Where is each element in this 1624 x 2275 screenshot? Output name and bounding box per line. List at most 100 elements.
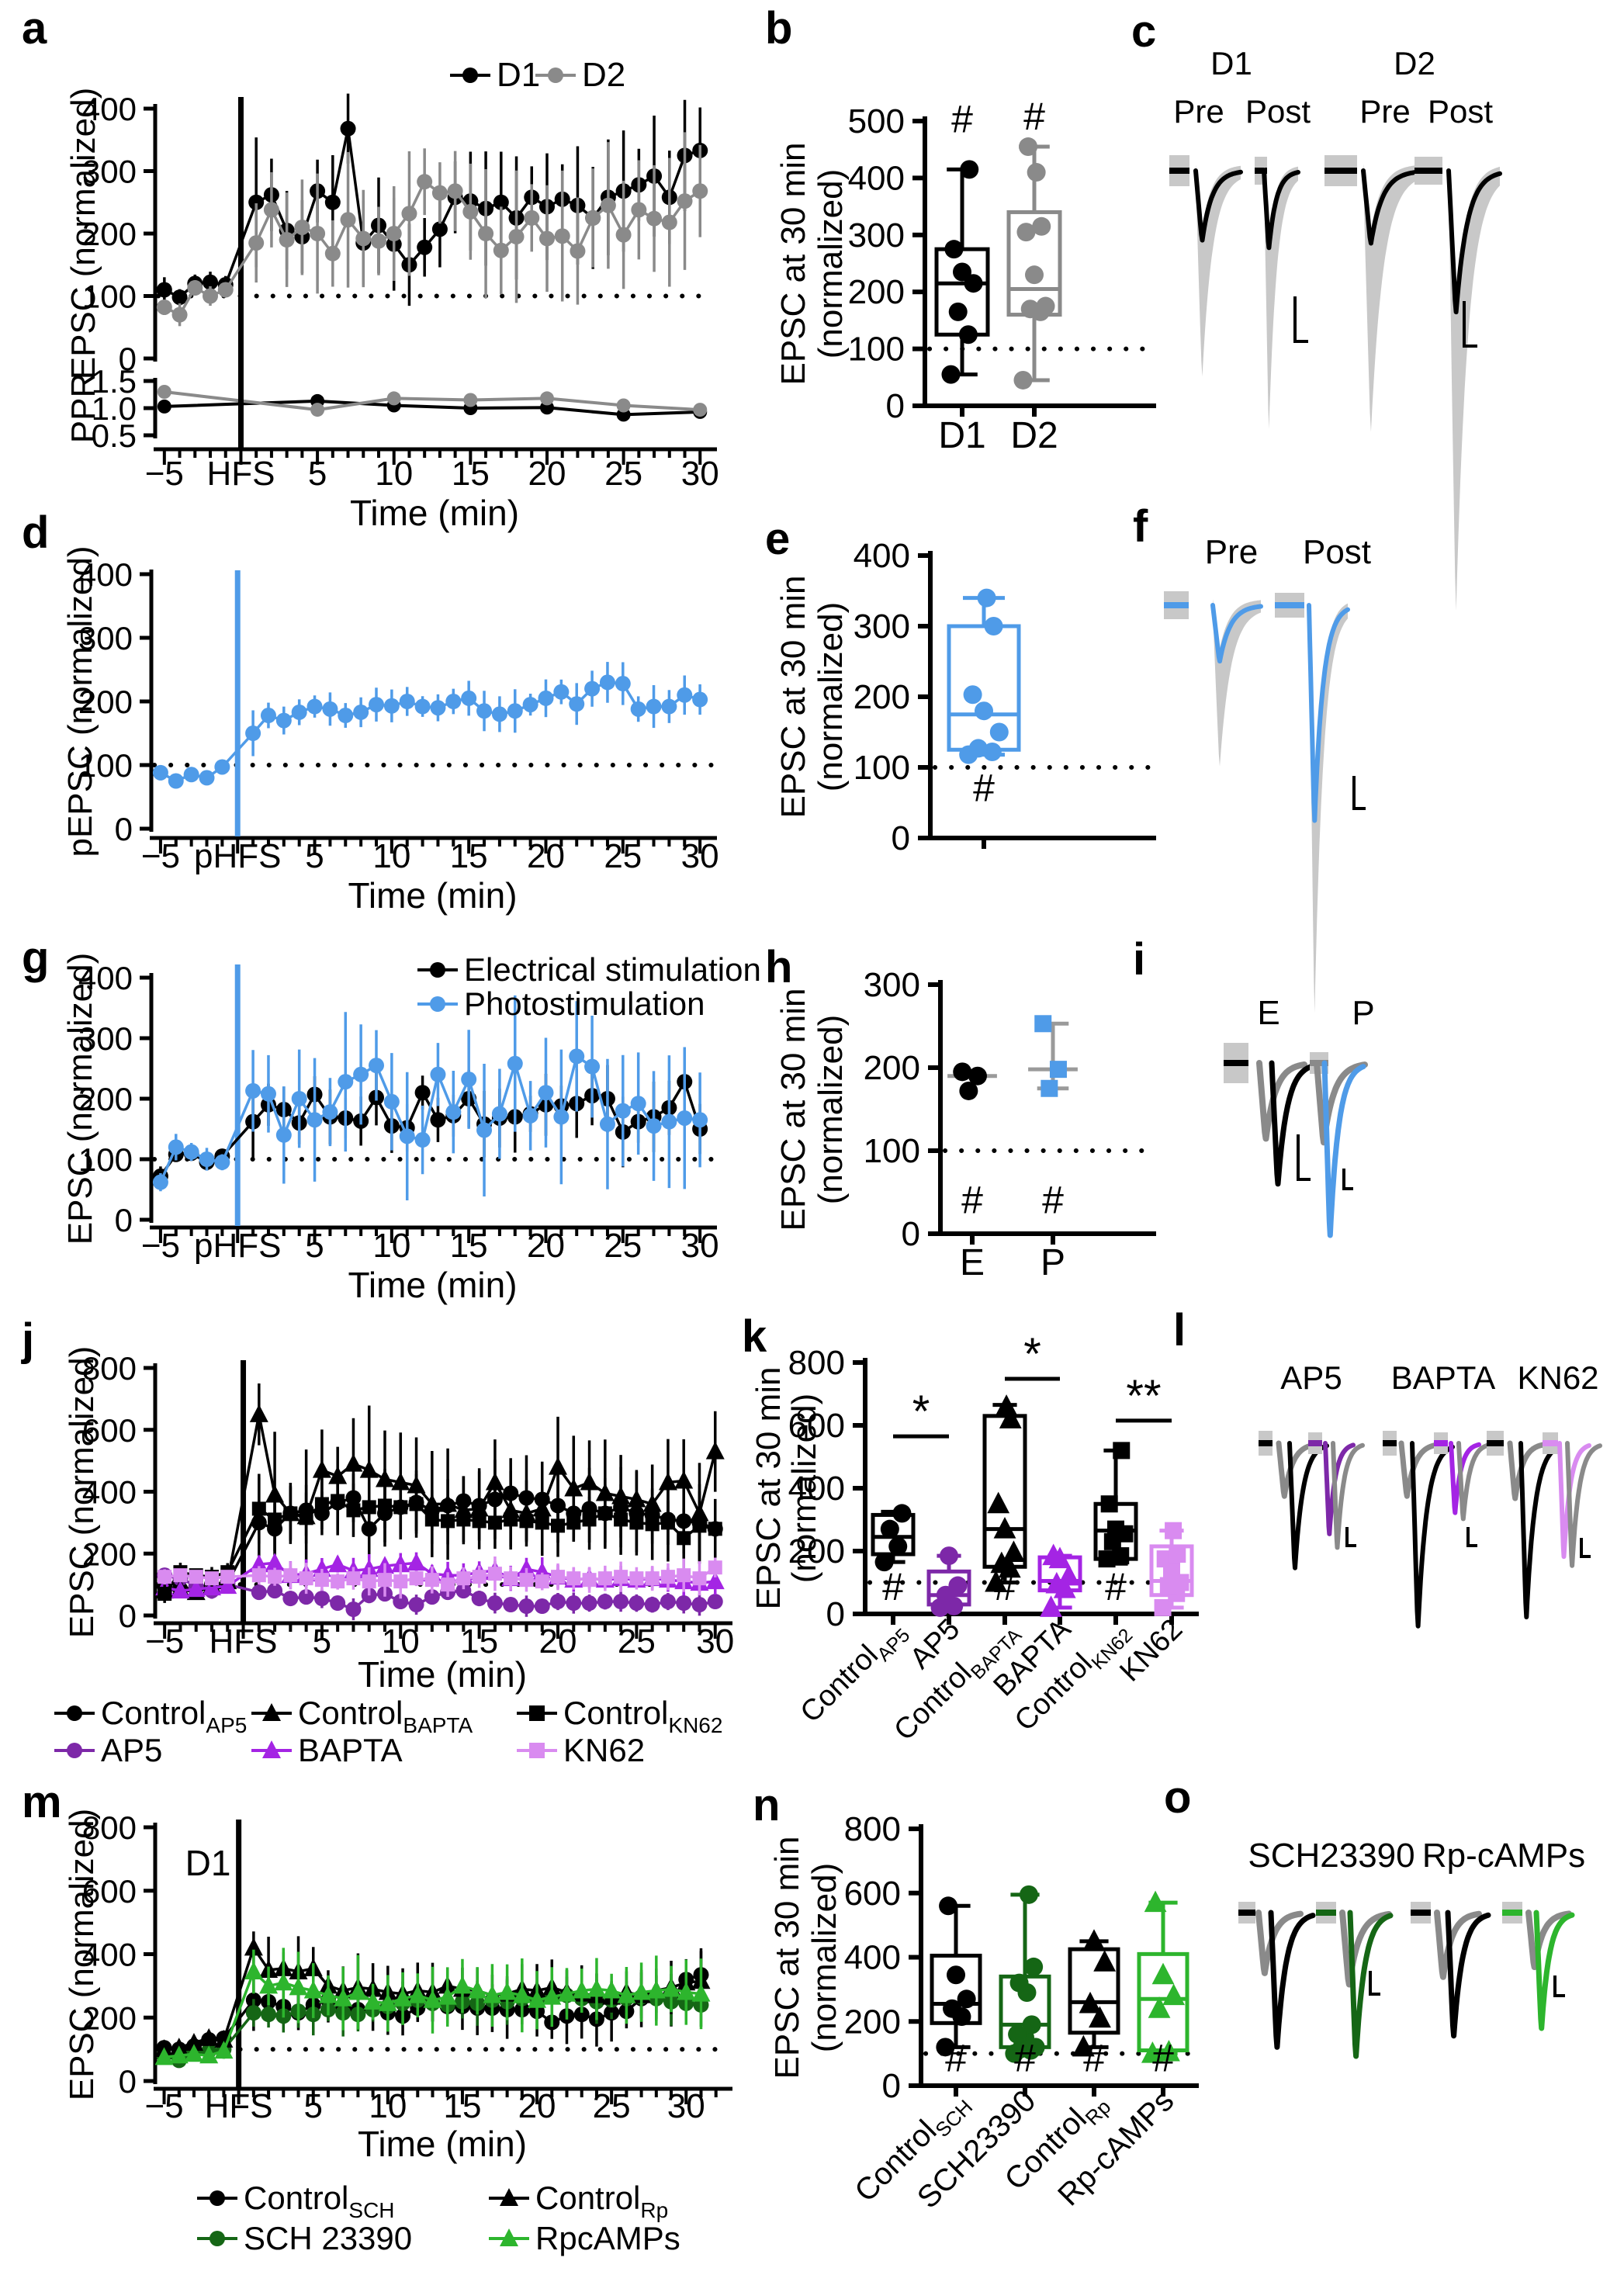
svg-text:(normalized): (normalized) [812,169,850,359]
svg-text:Time (min): Time (min) [348,875,517,916]
svg-text:100: 100 [848,331,905,369]
svg-text:25: 25 [604,455,642,493]
svg-text:pHFS: pHFS [194,1227,281,1265]
svg-text:EPSC at 30 min: EPSC at 30 min [750,1366,788,1609]
svg-text:400: 400 [82,91,137,127]
svg-text:600: 600 [788,1407,845,1445]
svg-text:−5: −5 [141,837,180,875]
panel-letter-g: g [22,933,50,983]
svg-text:100: 100 [854,749,910,787]
svg-text:#: # [1152,2036,1174,2079]
svg-text:(normalized): (normalized) [785,1394,823,1584]
svg-text:Pre: Pre [1173,93,1224,130]
svg-text:300: 300 [82,154,137,190]
svg-text:100: 100 [78,747,133,784]
panel-h-epsc-30min-scatter: 300 200 100 0 EPSC at 30 min (normalized) # E # P [774,966,1156,1283]
svg-text:Time (min): Time (min) [358,2124,527,2164]
svg-text:D1: D1 [1210,45,1252,81]
svg-text:KN62: KN62 [563,1732,645,1768]
svg-text:−5: −5 [145,1622,184,1660]
svg-text:600: 600 [844,1875,901,1913]
svg-text:Post: Post [1428,93,1493,130]
svg-text:5: 5 [313,1622,331,1660]
svg-text:800: 800 [82,1809,137,1846]
svg-text:Electrical stimulation: Electrical stimulation [464,951,761,988]
svg-text:0: 0 [115,811,133,847]
svg-text:HFS: HFS [209,1622,278,1660]
svg-text:#: # [973,767,995,810]
svg-text:200: 200 [788,1532,845,1570]
svg-text:20: 20 [518,2087,556,2125]
svg-text:SCH23390: SCH23390 [1248,1837,1415,1875]
svg-text:EPSC (normalized): EPSC (normalized) [63,1346,101,1639]
svg-text:15: 15 [452,455,490,493]
svg-text:E: E [1257,994,1279,1032]
svg-text:500: 500 [848,102,905,140]
svg-text:P: P [1041,1242,1065,1283]
svg-text:25: 25 [618,1622,656,1660]
svg-text:5: 5 [305,1227,324,1265]
svg-text:400: 400 [844,1939,901,1977]
svg-text:100: 100 [78,1141,133,1178]
svg-text:PPR: PPR [64,373,102,443]
svg-text:0: 0 [892,819,910,857]
panel-e-epsc-30min-boxplot: 400 300 200 100 0 EPSC at 30 min (normalized) # [774,537,1156,857]
svg-text:SCH 23390: SCH 23390 [244,2220,412,2256]
svg-text:0: 0 [119,1598,137,1634]
svg-text:−5: −5 [144,2087,183,2125]
svg-text:#: # [961,1178,983,1221]
panel-letter-j: j [22,1314,35,1365]
panel-letter-h: h [765,942,793,992]
svg-text:15: 15 [450,1227,488,1265]
svg-text:400: 400 [854,537,910,575]
svg-text:20: 20 [528,455,566,493]
svg-text:#: # [951,98,973,141]
svg-text:30: 30 [681,455,719,493]
svg-text:*: * [912,1387,930,1437]
svg-text:20: 20 [527,1227,565,1265]
svg-text:BAPTA: BAPTA [1391,1359,1496,1396]
svg-text:(normalized): (normalized) [812,1015,850,1205]
svg-text:ControlSCH: ControlSCH [244,2180,395,2222]
panel-f-pre-post-traces: Pre Post [1164,533,1371,1013]
svg-text:D1: D1 [497,56,540,94]
svg-text:#: # [994,1565,1016,1608]
svg-text:200: 200 [82,216,137,252]
svg-text:25: 25 [593,2087,631,2125]
svg-text:EPSC (normalized): EPSC (normalized) [64,88,102,380]
panel-letter-m: m [22,1777,62,1827]
svg-text:**: ** [1126,1371,1161,1421]
svg-text:#: # [882,1565,904,1608]
svg-text:20: 20 [527,837,565,875]
panel-letter-a: a [22,3,47,54]
panel-c-d1-d2-pre-post-traces: D1 D2 Pre Post Pre Post [1169,45,1502,611]
svg-text:0: 0 [882,2067,901,2105]
svg-text:30: 30 [667,2087,705,2125]
svg-text:300: 300 [78,1020,133,1057]
panel-k-blocker-boxplots: 800 600 400 200 0 EPSC at 30 min(normalized) #… [750,1329,1199,1747]
panel-letter-f: f [1133,501,1148,552]
svg-text:P: P [1352,994,1374,1032]
svg-text:0.5: 0.5 [92,417,137,454]
svg-text:200: 200 [82,2000,137,2036]
svg-text:ControlAP5: ControlAP5 [101,1695,247,1737]
svg-text:800: 800 [844,1810,901,1848]
svg-text:E: E [960,1242,985,1283]
svg-text:#: # [1105,1565,1127,1608]
svg-text:0: 0 [119,341,137,377]
svg-text:5: 5 [303,2087,322,2125]
svg-text:1.5: 1.5 [92,363,137,400]
panel-a-d1-d2-epsc-timecourse-chart: 400 300 200 100 0 EPSC (normalized)1.51.00.5P… [64,56,719,533]
svg-text:30: 30 [696,1622,734,1660]
svg-text:10: 10 [369,2087,407,2125]
svg-text:Photostimulation: Photostimulation [464,985,705,1022]
svg-text:25: 25 [604,837,642,875]
svg-text:(normalized): (normalized) [805,1863,843,2053]
svg-text:10: 10 [375,455,413,493]
svg-text:pHFS: pHFS [194,837,281,875]
svg-text:15: 15 [450,837,488,875]
svg-text:D1: D1 [185,1843,231,1883]
svg-text:*: * [1023,1329,1041,1380]
svg-text:5: 5 [308,455,327,493]
